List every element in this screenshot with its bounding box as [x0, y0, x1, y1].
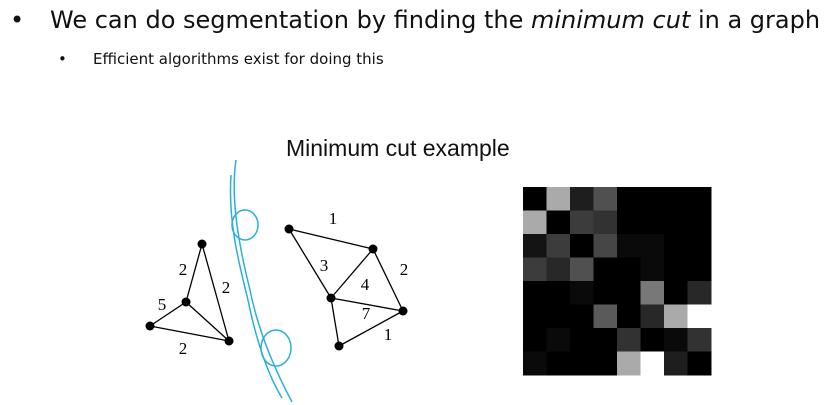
pixel: [617, 234, 641, 258]
pixel: [664, 281, 688, 305]
pixel: [687, 187, 712, 211]
emphasis: minimum cut: [530, 6, 691, 34]
pixel: [617, 187, 641, 211]
edge-label: 4: [361, 275, 370, 294]
pixel: [593, 328, 618, 352]
pixel: [570, 328, 594, 352]
pixel: [640, 351, 665, 376]
pixel: [640, 257, 665, 282]
pixel: [593, 187, 618, 211]
pixel: [570, 234, 594, 258]
edge-labels: 2 2 5 2 1 3 4 2 7 1: [158, 209, 409, 358]
edge-label: 1: [329, 209, 338, 228]
pixel: [523, 304, 547, 329]
pixel: [593, 210, 618, 235]
pixel: [546, 187, 571, 211]
pixel: [523, 281, 547, 305]
pixel: [523, 187, 547, 211]
pixel: [617, 210, 641, 235]
pixel: [546, 257, 571, 282]
pixel: [617, 257, 641, 282]
pixel: [523, 351, 547, 376]
pixel: [546, 351, 571, 376]
edge-label: 2: [179, 339, 188, 358]
pixel: [546, 210, 571, 235]
pixel: [687, 351, 712, 376]
pixel: [664, 304, 688, 329]
edge-label: 5: [158, 295, 167, 314]
edge-label: 2: [179, 260, 188, 279]
pixel: [593, 257, 618, 282]
pixel: [617, 304, 641, 329]
pixel: [640, 234, 665, 258]
pixel: [593, 234, 618, 258]
pixel: [593, 304, 618, 329]
pixel: [617, 351, 641, 376]
graph-nodes: [145, 224, 408, 351]
pixel: [523, 234, 547, 258]
pixel: [523, 210, 547, 235]
text: We can do segmentation by finding the: [50, 6, 531, 34]
pixel: [593, 281, 618, 305]
pixel: [664, 328, 688, 352]
pixel: [546, 281, 571, 305]
pixel: [687, 234, 712, 258]
sub-bullet-text: Efficient algorithms exist for doing thi…: [93, 50, 384, 68]
bullet-dot: •: [10, 6, 25, 34]
pixel: [687, 257, 712, 282]
edge-label: 1: [384, 325, 393, 344]
graph-edges: [149, 228, 404, 347]
pixel: [570, 351, 594, 376]
bullet-dot: •: [58, 50, 67, 68]
sub-bullet: • Efficient algorithms exist for doing t…: [58, 50, 384, 68]
pixel: [640, 304, 665, 329]
pixel: [687, 281, 712, 305]
pixel: [664, 257, 688, 282]
pixel: [664, 187, 688, 211]
pixel: [617, 328, 641, 352]
edge-label: 2: [222, 278, 231, 297]
cut-annotation: [229, 159, 293, 403]
figure-title: Minimum cut example: [286, 135, 510, 161]
pixel: [687, 328, 712, 352]
pixel: [523, 328, 547, 352]
pixel: [570, 304, 594, 329]
pixel: [570, 210, 594, 235]
pixel: [570, 281, 594, 305]
pixel: [640, 328, 665, 352]
pixel: [570, 187, 594, 211]
pixel: [570, 257, 594, 282]
pixel: [617, 281, 641, 305]
bullet-text: We can do segmentation by finding the mi…: [50, 6, 820, 34]
pixel: [546, 234, 571, 258]
pixel: [640, 281, 665, 305]
text: in a graph: [690, 6, 821, 34]
pixel: [664, 351, 688, 376]
pixel: [593, 351, 618, 376]
edge-label: 3: [320, 256, 329, 275]
pixel: [640, 187, 665, 211]
pixel: [687, 304, 712, 329]
pixel: [546, 328, 571, 352]
edge-label: 2: [400, 260, 409, 279]
pixel: [664, 210, 688, 235]
pixel: [664, 234, 688, 258]
pixel: [640, 210, 665, 235]
pixel: [546, 304, 571, 329]
affinity-matrix-image: [523, 187, 712, 376]
edge-label: 7: [362, 304, 371, 323]
pixel: [687, 210, 712, 235]
pixel: [523, 257, 547, 282]
